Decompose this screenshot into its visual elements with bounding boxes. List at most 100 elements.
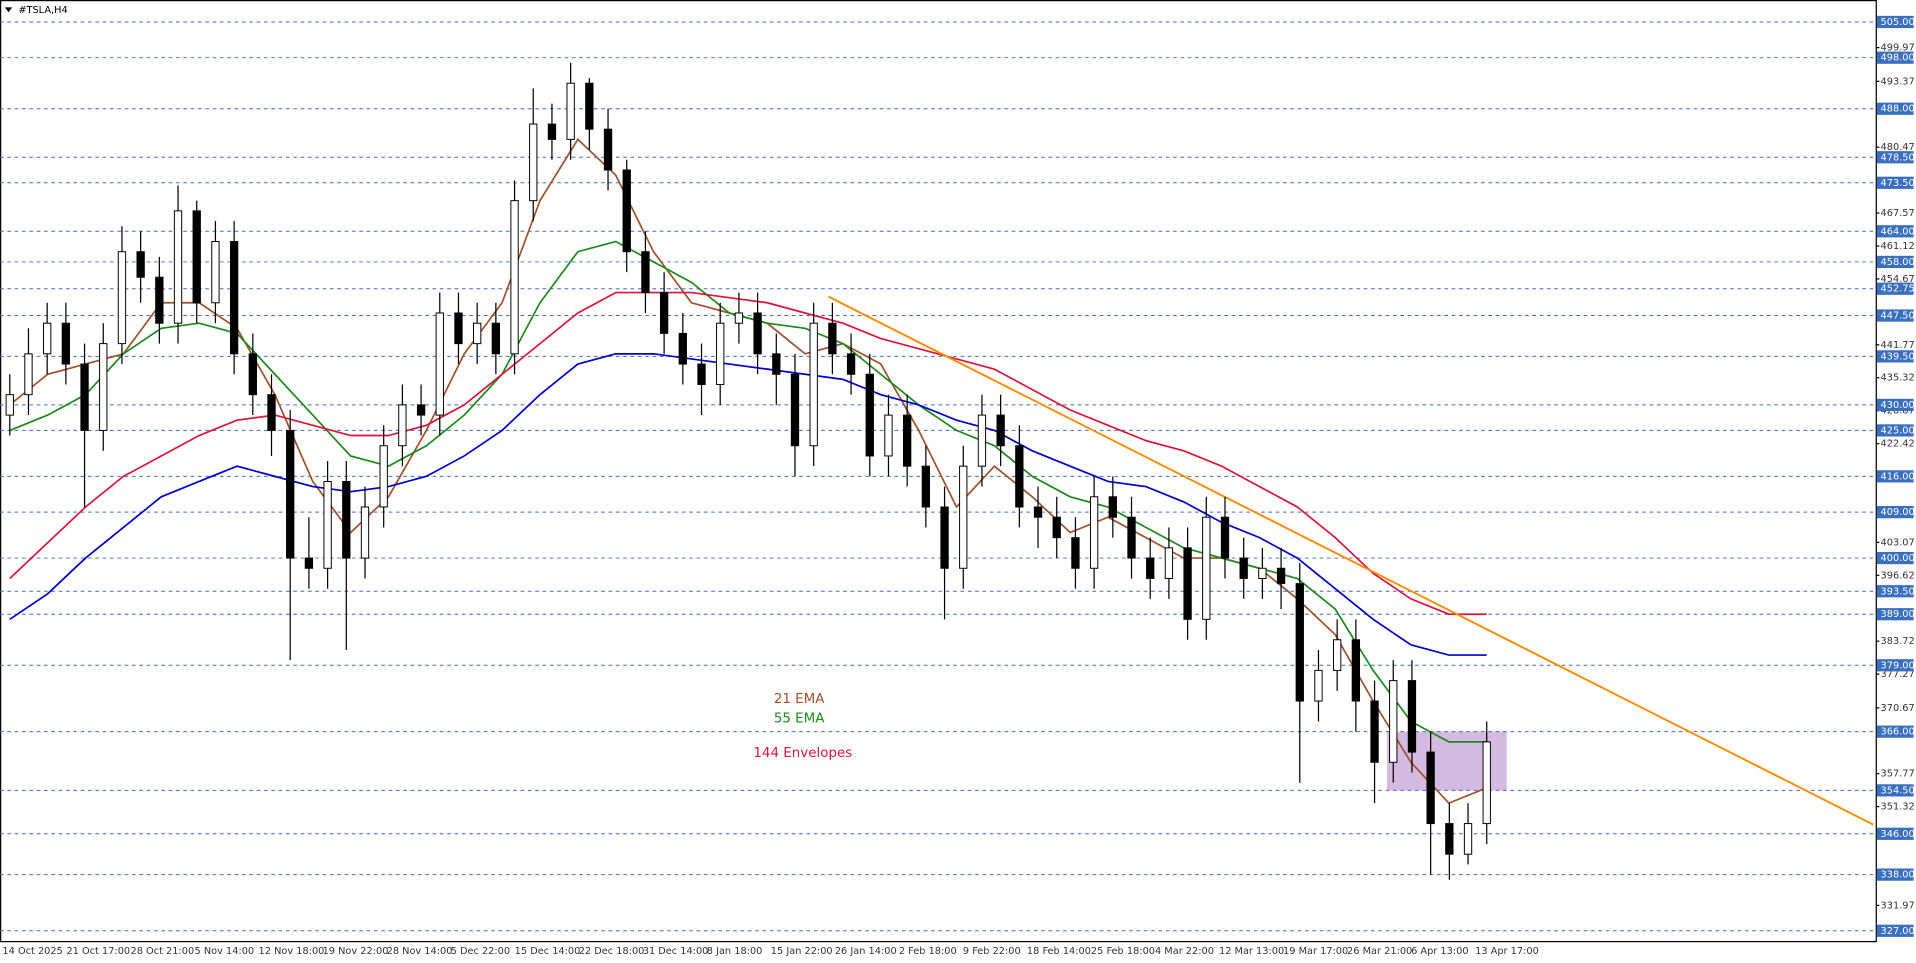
candle-body (192, 210, 201, 304)
x-tick-label: 6 Apr 13:00 (1411, 946, 1468, 957)
candle-body (1183, 547, 1192, 620)
x-tick-label: 22 Dec 18:00 (579, 946, 645, 957)
level-label: 354.50 (1881, 785, 1915, 796)
candle-body (529, 123, 538, 202)
candle-body (547, 123, 557, 140)
candle-body (473, 322, 482, 345)
level-box (1876, 225, 1914, 238)
x-tick-label: 15 Dec 14:00 (515, 946, 581, 957)
candle-body (884, 414, 893, 457)
candle-body (1052, 516, 1061, 539)
candle-body (921, 465, 931, 508)
y-tick-label: 403.07 (1881, 537, 1915, 548)
y-tick-label: 396.62 (1881, 570, 1915, 581)
candle-body (959, 465, 968, 569)
x-tick-label: 2 Feb 18:00 (899, 946, 957, 957)
candle-body (173, 210, 183, 324)
level-box (1876, 924, 1914, 937)
candle-body (43, 322, 52, 355)
candle-body (155, 276, 164, 324)
candle-body (286, 429, 295, 559)
candle-body (379, 445, 388, 508)
level-label: 505.00 (1881, 17, 1915, 28)
candle-body (1146, 557, 1155, 579)
level-box (1876, 659, 1914, 672)
candle-body (734, 312, 744, 324)
x-tick-label: 31 Dec 14:00 (643, 946, 709, 957)
indicator-line (9, 291, 1487, 616)
candle-body (940, 506, 949, 569)
level-label: 338.00 (1881, 870, 1915, 881)
level-box (1876, 255, 1914, 269)
level-box (1876, 608, 1914, 621)
level-label: 366.00 (1881, 727, 1915, 738)
level-box (1876, 350, 1914, 363)
y-tick-label: 441.77 (1881, 340, 1915, 351)
level-box (1876, 51, 1914, 64)
candle-body (1314, 669, 1323, 702)
candle-body (1295, 583, 1304, 702)
level-box (1876, 868, 1914, 881)
candle-body (360, 506, 370, 559)
annotation: 21 EMA (774, 692, 825, 707)
level-label: 464.00 (1881, 226, 1915, 237)
candle-body (1463, 823, 1473, 855)
level-box (1876, 176, 1914, 189)
x-tick-label: 19 Nov 22:00 (323, 946, 389, 957)
x-tick-label: 26 Jan 14:00 (835, 946, 897, 957)
candle-body (1258, 567, 1267, 579)
level-box (1876, 784, 1914, 797)
candle-body (846, 353, 856, 375)
candle-body (697, 363, 706, 385)
x-tick-label: 25 Feb 18:00 (1091, 946, 1155, 957)
candle-body (1370, 700, 1379, 763)
candle-body (622, 169, 631, 253)
level-box (1876, 827, 1914, 840)
level-box (1876, 470, 1914, 483)
candle-body (1164, 547, 1174, 579)
candle-body (398, 404, 407, 447)
level-box (1876, 282, 1914, 295)
x-tick-label: 8 Jan 18:00 (707, 946, 763, 957)
candle-body (828, 322, 837, 355)
x-tick-label: 5 Nov 14:00 (195, 946, 255, 957)
y-tick-label: 351.32 (1881, 802, 1915, 813)
candle-body (977, 414, 987, 467)
candle-body (136, 251, 145, 278)
y-tick-label: 357.77 (1881, 769, 1915, 780)
level-label: 393.50 (1881, 586, 1915, 597)
candle-body (80, 363, 89, 431)
x-tick-label: 28 Nov 14:00 (387, 946, 453, 957)
annotation: 55 EMA (774, 712, 825, 727)
level-box (1876, 551, 1914, 565)
y-tick-label: 377.27 (1881, 669, 1915, 680)
annotation: 144 Envelopes (753, 746, 852, 761)
candle-body (585, 82, 594, 130)
level-label: 327.00 (1881, 926, 1915, 937)
candle-body (99, 343, 108, 431)
x-tick-label: 14 Oct 2025 (2, 946, 62, 957)
candle-body (24, 353, 33, 396)
candle-body (1015, 445, 1024, 508)
y-tick-label: 428.87 (1881, 406, 1915, 417)
level-label: 389.00 (1881, 609, 1915, 620)
candle-body (772, 353, 781, 375)
candle-body (996, 414, 1005, 447)
candle-body (342, 480, 351, 559)
candle-body (1071, 537, 1080, 569)
candle-body (1202, 516, 1211, 620)
candle-body (603, 128, 613, 171)
candle-body (248, 353, 257, 396)
level-box (1876, 585, 1914, 598)
chart-title: #TSLA,H4 (18, 5, 67, 16)
level-label: 379.00 (1881, 660, 1915, 671)
candle-body (753, 312, 762, 355)
candle-body (1333, 639, 1342, 671)
indicator-line (9, 352, 1487, 656)
candle-body (678, 332, 687, 365)
candle-body (229, 241, 239, 355)
candle-body (809, 322, 818, 447)
candle-body (1127, 516, 1136, 559)
x-tick-label: 28 Oct 21:00 (131, 946, 195, 957)
level-label: 498.00 (1881, 53, 1915, 64)
